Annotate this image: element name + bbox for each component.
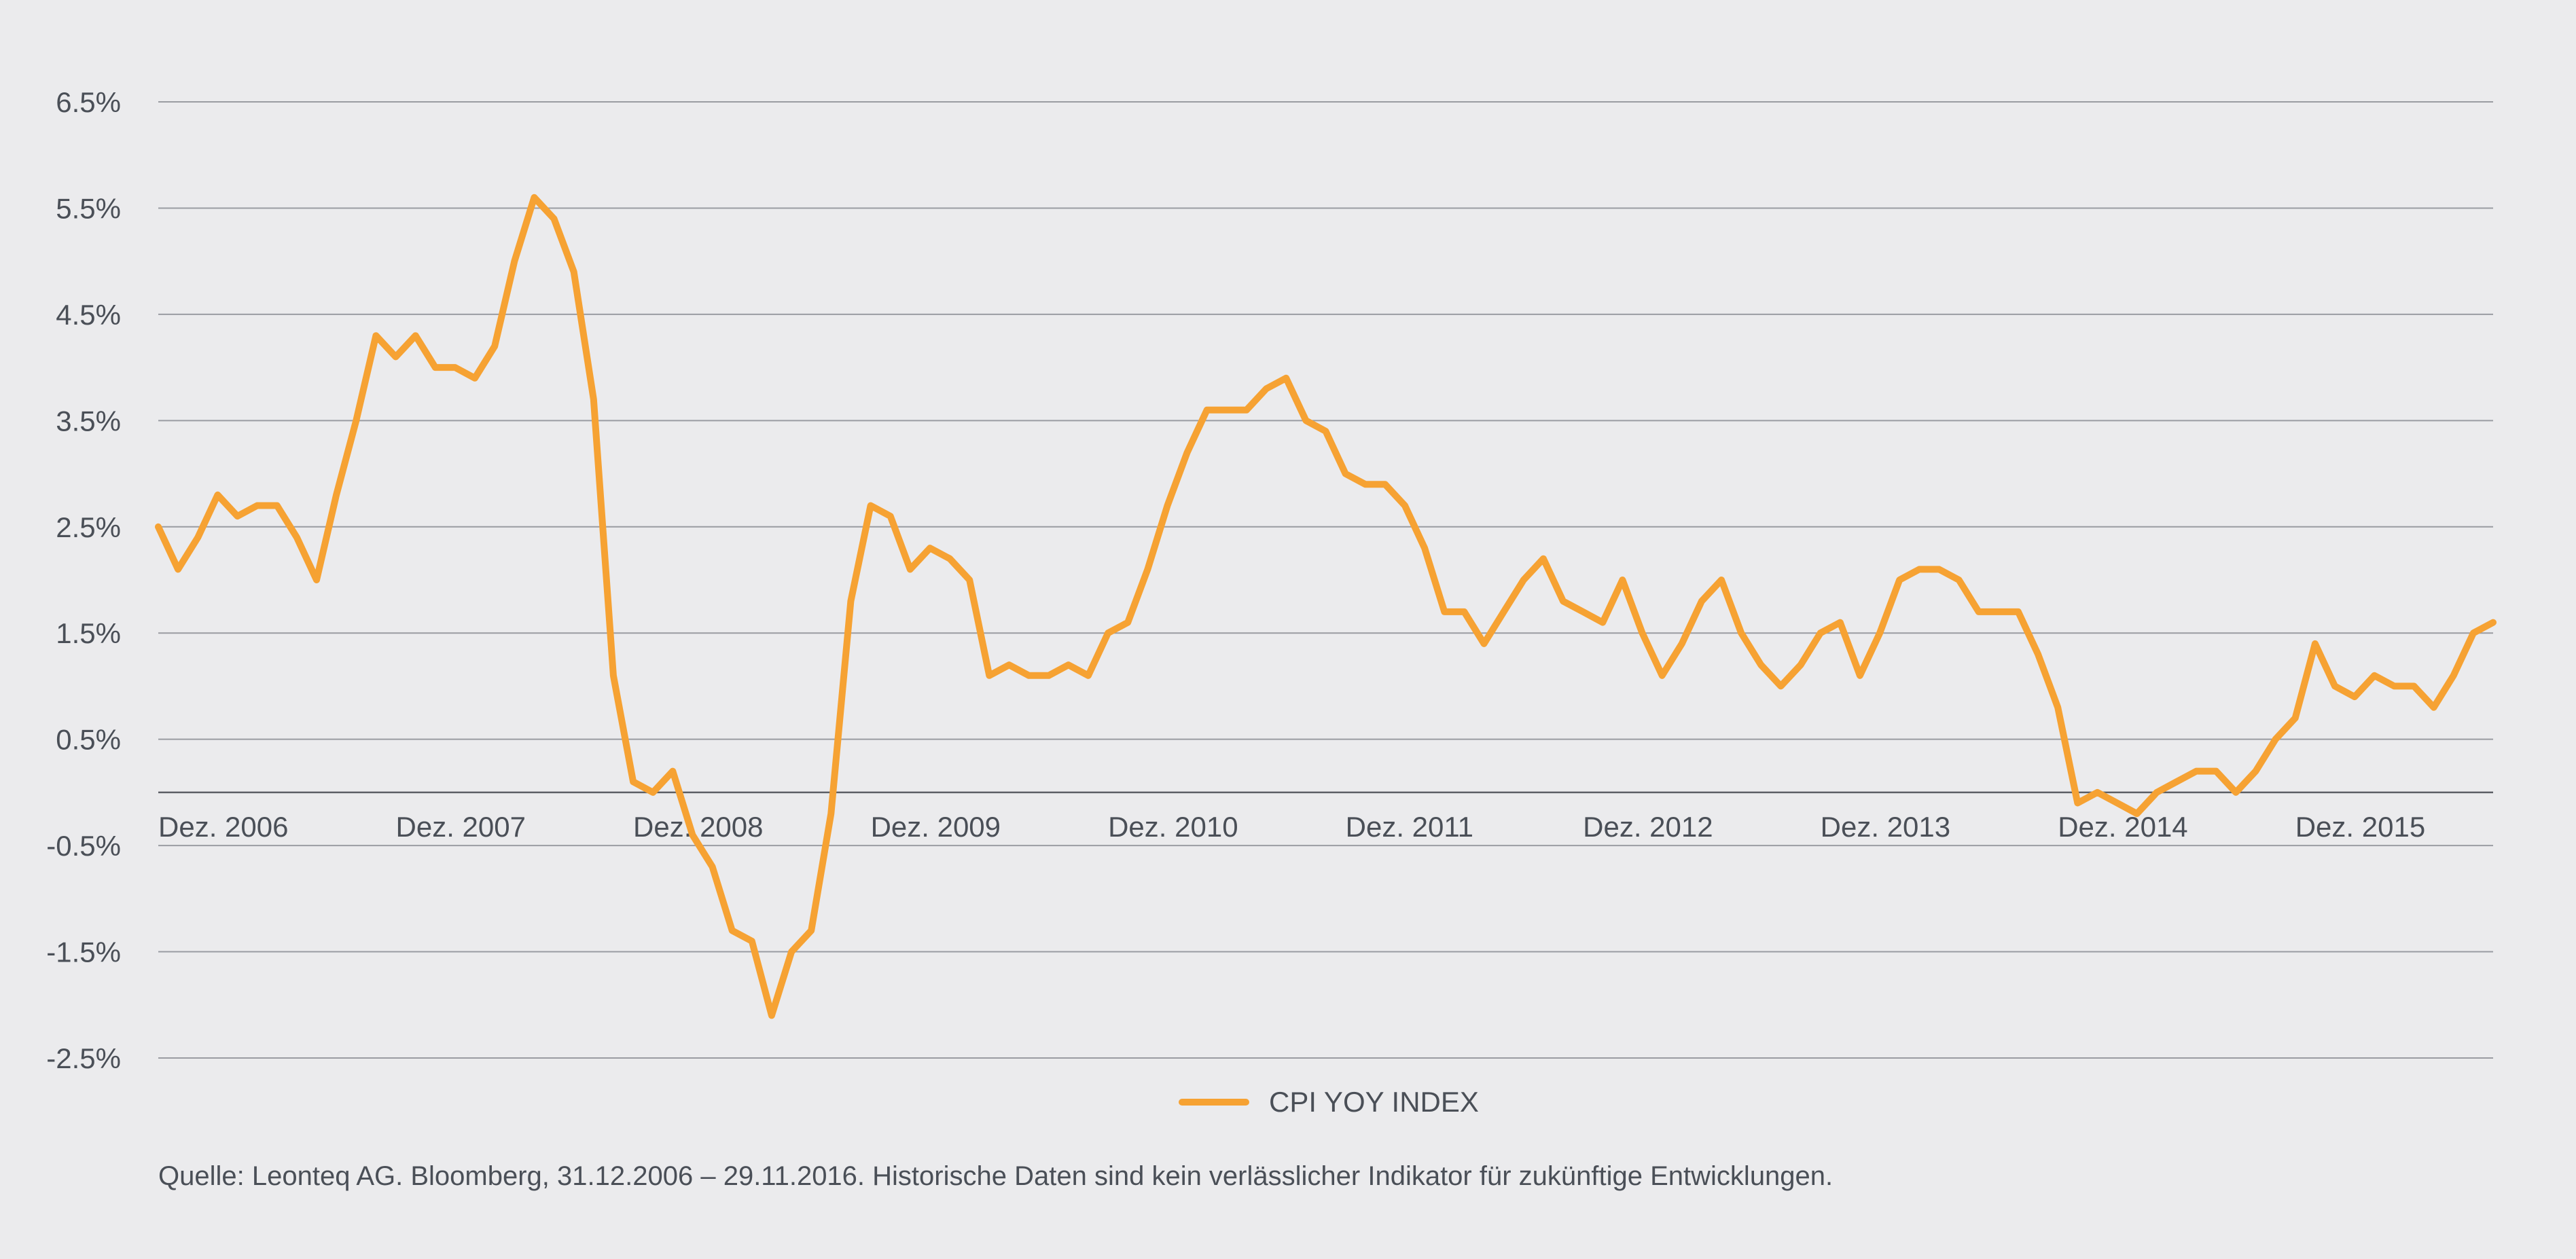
x-tick-label: Dez. 2010 <box>1108 811 1238 843</box>
series-layer <box>155 194 2497 1019</box>
y-tick-label: -2.5% <box>46 1042 121 1074</box>
x-tick-label: Dez. 2009 <box>871 811 1001 843</box>
x-axis-ticks: Dez. 2006 Dez. 2007 Dez. 2008 Dez. 2009 Dez.… <box>158 811 2425 843</box>
legend: CPI YOY INDEX <box>1179 1086 1479 1118</box>
y-tick-label: 4.5% <box>56 299 121 331</box>
x-tick-label: Dez. 2013 <box>1821 811 1950 843</box>
y-tick-label: 5.5% <box>56 192 121 224</box>
grid-lines <box>158 101 2493 1059</box>
x-tick-label: Dez. 2011 <box>1346 811 1473 843</box>
legend-label-cpi: CPI YOY INDEX <box>1269 1086 1479 1118</box>
y-tick-label: 2.5% <box>56 511 121 543</box>
x-tick-label: Dez. 2012 <box>1583 811 1713 843</box>
y-axis-ticks: 6.5% 5.5% 4.5% 3.5% 2.5% 1.5% 0.5% -0.5% -1.5% -2… <box>46 86 121 1074</box>
x-tick-label: Dez. 2007 <box>396 811 526 843</box>
y-tick-label: 1.5% <box>56 617 121 649</box>
y-tick-label: 0.5% <box>56 724 121 756</box>
x-tick-label: Dez. 2015 <box>2295 811 2425 843</box>
x-tick-label: Dez. 2006 <box>158 811 288 843</box>
y-tick-label: -1.5% <box>46 936 121 968</box>
x-tick-label: Dez. 2014 <box>2058 811 2187 843</box>
series-line-cpi <box>155 194 2497 1019</box>
y-tick-label: 6.5% <box>56 86 121 118</box>
y-tick-label: 3.5% <box>56 405 121 437</box>
y-tick-label: -0.5% <box>46 830 121 862</box>
source-note: Quelle: Leonteq AG. Bloomberg, 31.12.200… <box>158 1161 1833 1191</box>
x-tick-label: Dez. 2008 <box>633 811 763 843</box>
